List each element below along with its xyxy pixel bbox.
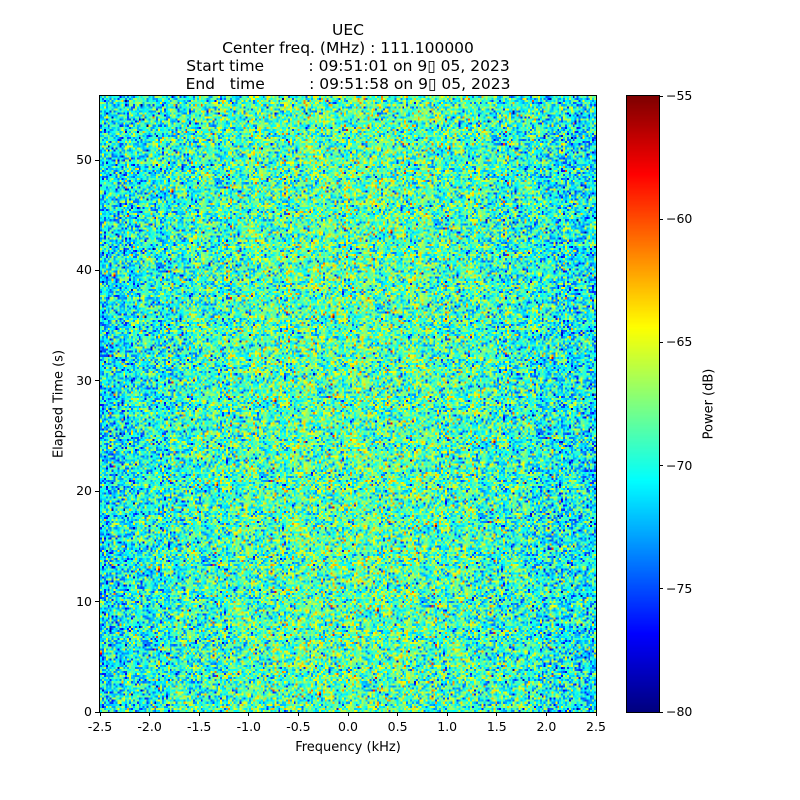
x-tick-mark (595, 712, 597, 716)
x-tick-label: -1.5 (186, 719, 212, 734)
y-tick-label: 30 (76, 372, 92, 388)
y-tick-mark (95, 490, 99, 492)
colorbar-label: Power (dB) (701, 368, 717, 440)
x-tick-label: 0.5 (387, 719, 408, 734)
x-tick-label: 2.0 (536, 719, 557, 734)
x-tick-mark (397, 712, 399, 716)
colorbar-tick-label: −55 (666, 88, 693, 103)
colorbar-tick-mark (659, 341, 663, 343)
x-tick-mark (149, 712, 151, 716)
y-tick-mark (95, 269, 99, 271)
colorbar-tick-label: −70 (666, 457, 693, 473)
x-tick-label: -1.0 (236, 719, 261, 734)
y-axis-label: Elapsed Time (s) (51, 349, 67, 459)
colorbar-tick-mark (659, 465, 663, 467)
colorbar-gradient (627, 96, 659, 712)
x-tick-label: 0.0 (338, 719, 358, 734)
x-tick-label: 2.5 (586, 719, 606, 734)
x-tick-mark (198, 712, 200, 716)
y-tick-mark (95, 159, 99, 161)
colorbar-tick-mark (659, 218, 663, 220)
x-tick-mark (496, 712, 498, 716)
colorbar-tick-mark (659, 95, 663, 97)
spectrogram-plot-area (99, 95, 597, 713)
y-tick-label: 40 (76, 262, 92, 278)
y-tick-mark (95, 711, 99, 713)
x-tick-label: -2.0 (137, 719, 162, 734)
y-tick-label: 50 (76, 152, 92, 168)
title-line: Start time : 09:51:01 on 9▯ 05, 2023 (186, 57, 510, 75)
plot-frame (99, 95, 597, 713)
title-line: Center freq. (MHz) : 111.100000 (222, 39, 474, 57)
x-tick-label: 1.0 (437, 719, 458, 734)
spectrogram-heatmap (100, 96, 596, 712)
colorbar-tick-label: −80 (666, 704, 693, 719)
colorbar-tick-label: −65 (666, 334, 693, 350)
colorbar-tick-label: −75 (666, 580, 693, 596)
y-tick-mark (95, 380, 99, 382)
x-tick-label: 1.5 (486, 719, 507, 734)
x-tick-mark (347, 712, 349, 716)
colorbar-frame (626, 95, 660, 713)
x-tick-label: -2.5 (87, 719, 113, 734)
y-tick-label: 10 (76, 593, 92, 609)
x-tick-mark (446, 712, 448, 716)
y-tick-mark (95, 601, 99, 603)
x-axis-label: Frequency (kHz) (295, 740, 401, 755)
colorbar (626, 95, 660, 713)
title-line: End time : 09:51:58 on 9▯ 05, 2023 (185, 75, 511, 93)
y-tick-label: 20 (76, 483, 92, 499)
x-tick-mark (297, 712, 299, 716)
x-tick-label: -0.5 (286, 719, 311, 734)
colorbar-tick-mark (659, 588, 663, 590)
x-tick-mark (248, 712, 250, 716)
colorbar-tick-mark (659, 711, 663, 713)
title-line: UEC (332, 21, 364, 39)
x-tick-mark (545, 712, 547, 716)
colorbar-tick-label: −60 (666, 211, 693, 227)
x-tick-mark (99, 712, 101, 716)
y-tick-label: 0 (84, 704, 92, 719)
